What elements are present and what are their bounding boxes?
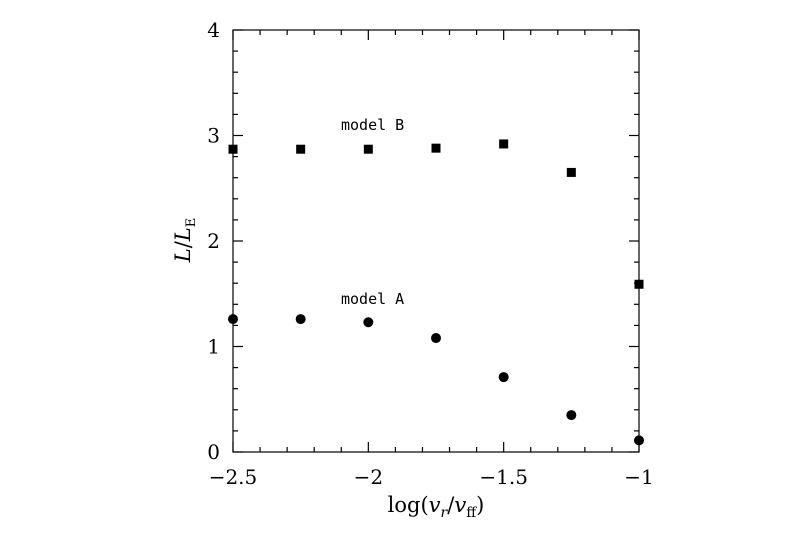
- data-point-square: [363, 144, 373, 154]
- x-tick-label: −2.5: [209, 465, 258, 489]
- data-point-circle: [634, 435, 644, 446]
- y-tick-labels: 0 1 2 3 4: [207, 18, 220, 464]
- y-tick-label: 1: [207, 335, 220, 359]
- annotation-model-b: model B: [341, 116, 404, 134]
- y-tick-label: 3: [207, 124, 220, 148]
- plot-frame: [232, 29, 640, 453]
- x-tick-labels: −2.5 −2 −1.5 −1: [209, 465, 654, 489]
- y-tick-label: 4: [207, 18, 220, 42]
- data-point-circle: [566, 410, 577, 421]
- data-point-circle: [295, 314, 306, 325]
- x-tick-label: −1.5: [479, 465, 528, 489]
- svg-text:L/LE: L/LE: [171, 218, 199, 263]
- y-axis-label: L/LE: [171, 218, 199, 263]
- x-axis-label: log(vr/vff): [388, 493, 485, 521]
- y-tick-label: 0: [207, 440, 220, 464]
- data-point-square: [228, 144, 238, 154]
- data-point-circle: [431, 333, 441, 344]
- axis-ticks: [232, 29, 640, 453]
- x-tick-label: −1: [624, 465, 653, 489]
- data-point-circle: [363, 317, 374, 328]
- data-point-square: [566, 167, 576, 177]
- y-tick-label: 2: [207, 229, 220, 253]
- data-point-square: [634, 279, 644, 289]
- data-point-square: [431, 143, 441, 153]
- data-marks: [228, 139, 644, 446]
- x-tick-label: −2: [354, 465, 383, 489]
- data-point-circle: [228, 314, 238, 325]
- data-point-square: [296, 144, 306, 154]
- annotation-model-a: model A: [341, 290, 404, 308]
- data-point-circle: [498, 372, 509, 383]
- data-point-square: [499, 139, 509, 149]
